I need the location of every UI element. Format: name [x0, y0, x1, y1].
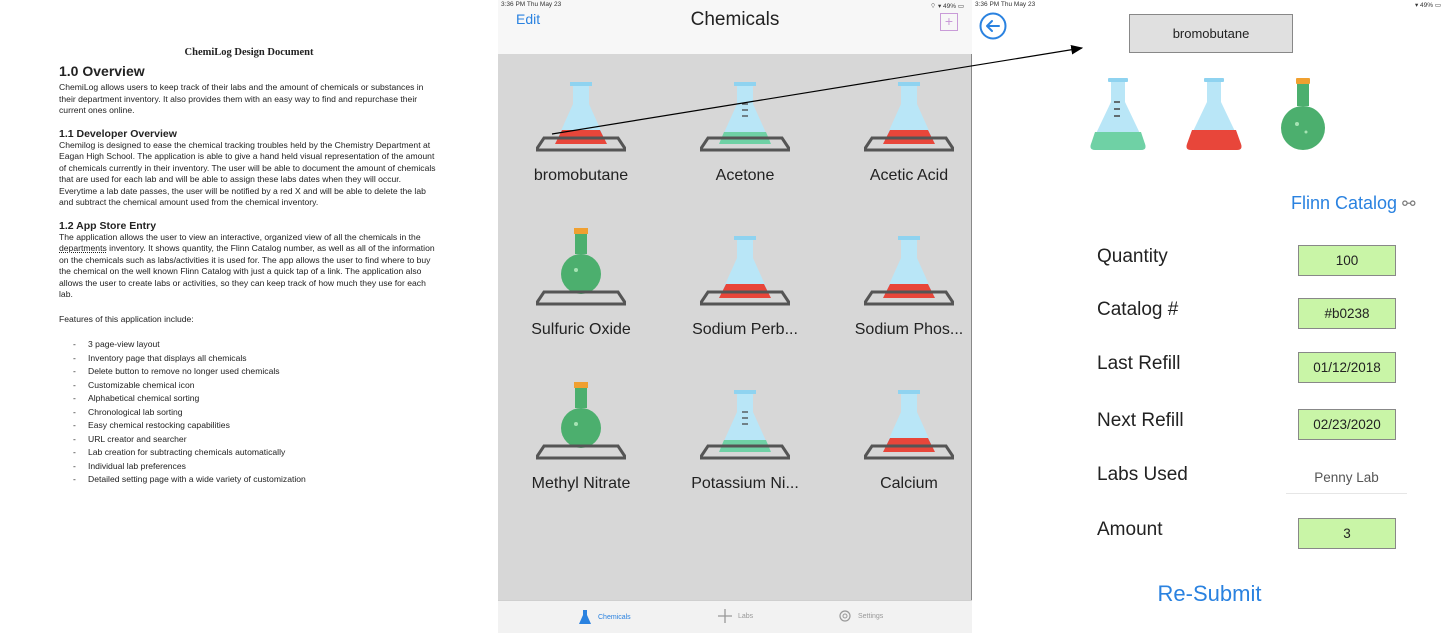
developer-overview-text: Chemilog is designed to ease the chemica… [59, 139, 436, 208]
flask-red-icon[interactable] [1180, 76, 1248, 154]
tab-label: Settings [858, 612, 884, 620]
tab-settings[interactable]: Settings [838, 609, 883, 623]
document-body: 1.0 Overview ChemiLog allows users to ke… [59, 63, 441, 487]
flask-red-icon [536, 82, 626, 152]
round-flask-green-icon [536, 228, 626, 306]
field-label: Next Refill [1097, 410, 1184, 431]
app-store-text-part: The application allows the user to view … [59, 231, 421, 242]
flinn-catalog-link[interactable]: Flinn Catalog ⚯ [1291, 193, 1415, 214]
battery-level: 49% [1420, 2, 1434, 9]
flask-red-icon [864, 82, 954, 152]
flask-icon [579, 610, 591, 624]
field-label: Quantity [1097, 246, 1168, 267]
list-item: URL creator and searcher [73, 433, 441, 447]
chemical-cell[interactable]: Acetic Acid [834, 64, 984, 204]
overview-text: ChemiLog allows users to keep track of t… [59, 82, 424, 115]
features-intro: Features of this application include: [59, 313, 194, 324]
chemical-cell[interactable]: Potassium Ni... [670, 372, 820, 512]
flask-red-icon [864, 390, 954, 460]
flask-red-icon [864, 236, 954, 306]
app-store-text-part: inventory. It shows quantity, the Flinn … [59, 243, 435, 299]
flask-blue-icon[interactable] [1084, 76, 1152, 154]
developer-overview-heading: 1.1 Developer Overview [59, 127, 177, 140]
navigation-bar: Edit Chemicals + [498, 0, 972, 54]
list-item: Chronological lab sorting [73, 406, 441, 420]
app-store-text: The application allows the user to view … [59, 232, 441, 301]
field-value[interactable]: 02/23/2020 [1298, 409, 1396, 440]
chemical-name-field[interactable]: bromobutane [1129, 14, 1293, 53]
field-label: Catalog # [1097, 299, 1179, 320]
list-item: Delete button to remove no longer used c… [73, 365, 441, 379]
chemical-cell[interactable]: Calcium [834, 372, 984, 512]
list-item: Detailed setting page with a wide variet… [73, 473, 441, 487]
chemical-name: Sodium Phos... [854, 321, 964, 338]
field-label: Amount [1097, 519, 1163, 540]
status-bar: 3:36 PM Thu May 23 ⌔ ▾ 49% ▭ [498, 0, 972, 10]
tab-bar: Chemicals Labs Settings [498, 600, 972, 633]
list-item: Customizable chemical icon [73, 379, 441, 393]
page-title: Chemicals [690, 9, 780, 30]
battery-indicator: ▾ 49% ▭ [1414, 2, 1441, 9]
resubmit-button[interactable]: Re-Submit [1157, 581, 1262, 606]
field-label: Labs Used [1097, 464, 1188, 485]
edit-button[interactable]: Edit [516, 11, 541, 27]
plus-icon [718, 609, 732, 623]
tab-label: Labs [738, 612, 754, 620]
chemical-name: bromobutane [533, 167, 629, 184]
link-chain-icon: ⚯ [1402, 196, 1416, 213]
field-value[interactable]: 3 [1298, 518, 1396, 549]
list-item: 3 page-view layout [73, 338, 441, 352]
gear-icon [839, 610, 851, 622]
chemical-cell[interactable]: Sodium Phos... [834, 218, 984, 358]
field-value[interactable]: #b0238 [1298, 298, 1396, 329]
field-value[interactable]: 01/12/2018 [1298, 352, 1396, 383]
round-flask-green-icon [536, 382, 626, 460]
chemical-name: Acetone [715, 167, 775, 184]
list-item: Easy chemical restocking capabilities [73, 419, 441, 433]
tab-label: Chemicals [598, 613, 631, 621]
chemical-cell[interactable]: Sulfuric Oxide [506, 218, 656, 358]
chemical-name: Calcium [880, 475, 938, 492]
app-store-heading: 1.2 App Store Entry [59, 219, 157, 232]
round-flask-green-icon[interactable] [1278, 76, 1328, 154]
status-time: 3:36 PM Thu May 23 [501, 1, 562, 8]
overview-heading: 1.0 Overview [59, 63, 145, 79]
list-item: Inventory page that displays all chemica… [73, 352, 441, 366]
battery-level: 49% [943, 3, 957, 10]
tab-labs[interactable]: Labs [718, 609, 753, 623]
chemical-name: Methyl Nitrate [531, 475, 631, 492]
chemical-name: Potassium Ni... [691, 475, 799, 492]
spellcheck-word: departments [59, 243, 107, 253]
chemical-name: Sodium Perb... [692, 321, 798, 338]
field-value[interactable]: 100 [1298, 245, 1396, 276]
list-item: Individual lab preferences [73, 460, 441, 474]
design-document: ChemiLog Design Document 1.0 Overview Ch… [0, 0, 498, 633]
back-arrow-icon[interactable] [979, 12, 1007, 40]
chemical-name: Acetic Acid [869, 167, 949, 184]
list-item: Alphabetical chemical sorting [73, 392, 441, 406]
add-chemical-button[interactable]: + [940, 13, 958, 31]
flask-blue-icon [700, 82, 790, 152]
chemical-cell[interactable]: Sodium Perb... [670, 218, 820, 358]
flask-blue-icon [700, 390, 790, 460]
list-item: Lab creation for subtracting chemicals a… [73, 446, 441, 460]
chemical-name: Sulfuric Oxide [531, 321, 631, 338]
field-label: Last Refill [1097, 353, 1181, 374]
flask-red-icon [700, 236, 790, 306]
field-value[interactable]: Penny Lab [1286, 463, 1407, 494]
chemical-cell[interactable]: bromobutane [506, 64, 656, 204]
chemicals-screen: Edit Chemicals + 3:36 PM Thu May 23 ⌔ ▾ … [498, 0, 972, 633]
tab-chemicals[interactable]: Chemicals [578, 609, 631, 625]
features-list: 3 page-view layout Inventory page that d… [59, 338, 441, 487]
document-title: ChemiLog Design Document [184, 47, 314, 58]
chemical-detail-screen: 3:36 PM Thu May 23 ▾ 49% ▭ bromobutane F… [972, 0, 1447, 633]
battery-indicator: ⌔ ▾ 49% ▭ [930, 3, 964, 10]
status-time: 3:36 PM Thu May 23 [975, 1, 1036, 8]
chemical-cell[interactable]: Acetone [670, 64, 820, 204]
chemical-cell[interactable]: Methyl Nitrate [506, 372, 656, 512]
flinn-catalog-label: Flinn Catalog [1291, 193, 1398, 213]
